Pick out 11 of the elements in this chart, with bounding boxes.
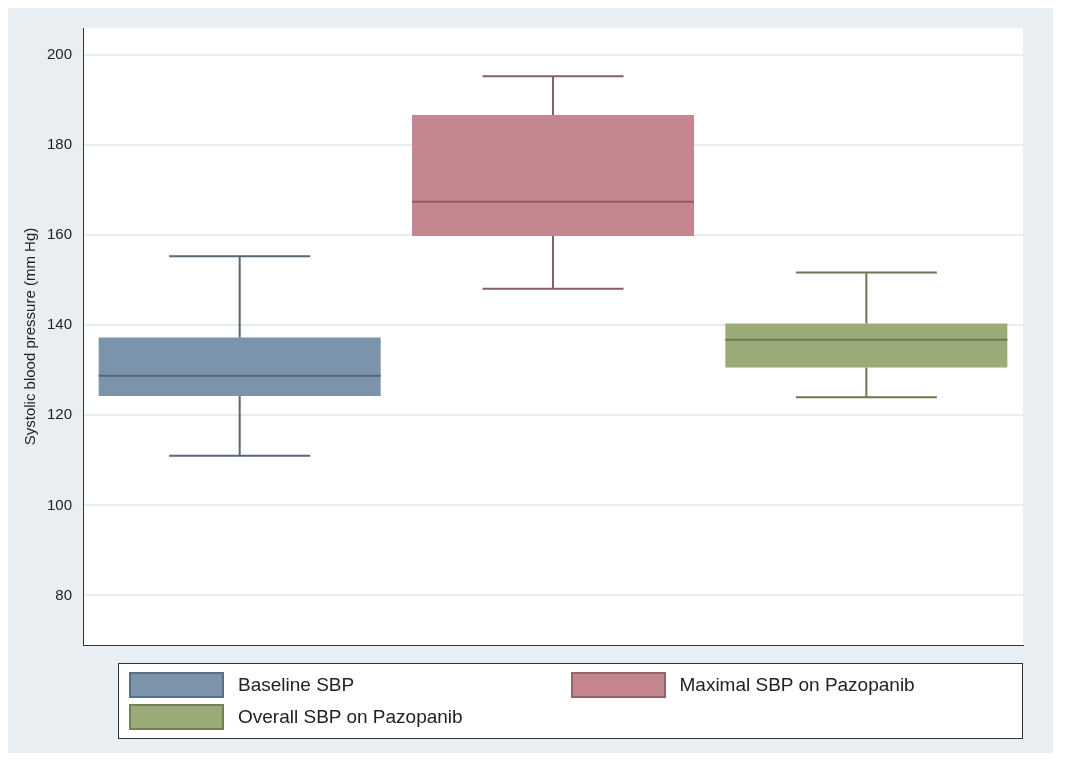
- y-tick-label: 80: [55, 585, 73, 603]
- y-tick-label: 180: [47, 135, 73, 153]
- y-tick-label: 200: [47, 45, 73, 63]
- y-tick-label: 120: [47, 405, 73, 423]
- y-tick-label: 100: [47, 495, 73, 513]
- legend-label: Baseline SBP: [238, 674, 355, 696]
- legend-label: Maximal SBP on Pazopanib: [679, 674, 915, 696]
- y-axis-title: Systolic blood pressure (mm Hg): [21, 227, 39, 446]
- y-tick-label: 140: [47, 315, 73, 333]
- legend-label: Overall SBP on Pazopanib: [238, 706, 463, 728]
- y-tick-label: 160: [47, 225, 73, 243]
